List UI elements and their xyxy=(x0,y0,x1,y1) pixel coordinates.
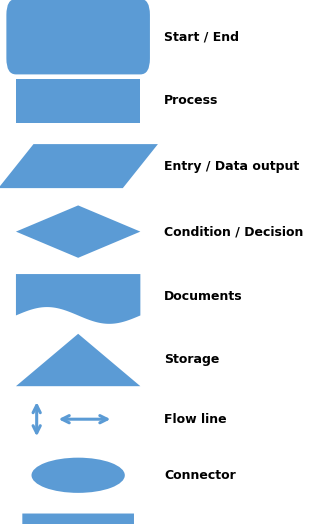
Polygon shape xyxy=(22,514,134,524)
FancyBboxPatch shape xyxy=(16,79,140,123)
Text: Connector: Connector xyxy=(164,469,236,482)
Polygon shape xyxy=(16,205,140,258)
FancyBboxPatch shape xyxy=(6,0,150,74)
Polygon shape xyxy=(0,144,158,188)
Ellipse shape xyxy=(32,457,125,493)
Text: Condition / Decision: Condition / Decision xyxy=(164,225,304,238)
Text: Start / End: Start / End xyxy=(164,30,239,43)
Text: Process: Process xyxy=(164,94,219,107)
Polygon shape xyxy=(16,334,140,386)
Text: Documents: Documents xyxy=(164,290,243,302)
Text: Storage: Storage xyxy=(164,354,220,366)
Text: Flow line: Flow line xyxy=(164,413,227,425)
Text: Entry / Data output: Entry / Data output xyxy=(164,160,300,172)
Polygon shape xyxy=(16,274,140,324)
